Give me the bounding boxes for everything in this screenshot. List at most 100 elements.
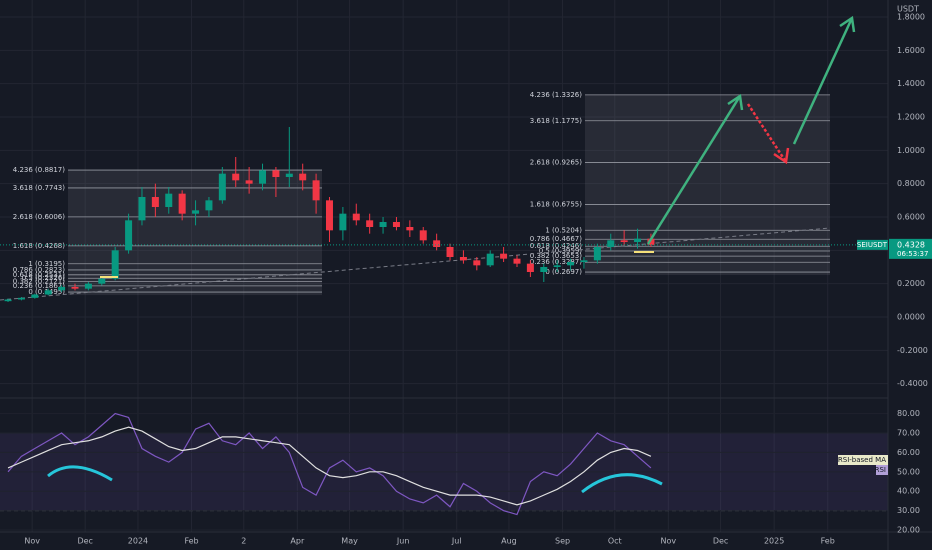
candle-body [259, 170, 267, 184]
fib-label: 0.786 (0.2823) [13, 266, 65, 274]
trend-line [0, 227, 831, 301]
candle-body [459, 257, 467, 261]
rsi-line [7, 412, 652, 516]
currency-label: USDT [897, 5, 919, 14]
y-tick-label: 0.2000 [897, 279, 925, 288]
candle-body [419, 230, 427, 241]
y-tick-label: -0.4000 [897, 379, 928, 388]
fib-tools: 4.236 (0.8817) 3.618 (0.7743) 2.618 (0.600… [13, 91, 830, 296]
fib-label: 0 (0.2697) [545, 268, 582, 276]
x-tick-label: May [341, 537, 358, 546]
fib-label: 2.618 (0.6006) [13, 213, 65, 221]
candle-body [325, 200, 333, 231]
x-tick-label: 2025 [764, 537, 784, 546]
x-tick-label: Jun [396, 537, 410, 546]
legend-tag [838, 455, 888, 465]
candle-body [392, 222, 400, 227]
candle-body [272, 170, 280, 177]
fib-box [585, 94, 830, 276]
candle-body [553, 265, 561, 267]
candles [4, 127, 655, 302]
legend-label: RSI-based MA [838, 456, 886, 464]
y-tick-label: 1.6000 [897, 46, 925, 55]
fib-label: 4.236 (0.8817) [13, 166, 65, 174]
candle-body [620, 240, 628, 242]
x-tick-label: Sep [555, 537, 570, 546]
candle-body [513, 258, 521, 264]
legend-tag [876, 465, 888, 475]
candle-body [433, 240, 441, 247]
candle-body [165, 193, 173, 207]
symbol-tag [857, 239, 888, 250]
candle-body [31, 294, 39, 298]
rsi-pane [0, 412, 888, 531]
candle-body [299, 173, 307, 181]
fib-label: 0.786 (0.4667) [530, 235, 582, 243]
candle-body [379, 222, 387, 227]
candle-body [607, 240, 615, 247]
x-tick-label: Feb [184, 537, 198, 546]
candle-body [285, 173, 293, 177]
candle-body [473, 260, 481, 266]
fib-label: 0.618 (0.2531) [13, 271, 65, 279]
x-tick-label: Dec [77, 537, 92, 546]
fib-label: 0.382 (0.3653) [530, 252, 582, 260]
candle-body [151, 197, 159, 207]
highlight-curve [47, 465, 113, 482]
x-tick-label: Nov [661, 537, 677, 546]
candle-body [178, 193, 186, 214]
candle-body [111, 250, 119, 279]
candle-body [352, 213, 360, 221]
fib-label: 1 (0.3195) [28, 260, 65, 268]
projection-arrow [792, 17, 854, 145]
fib-label: 2.618 (0.9265) [530, 159, 582, 167]
y-tick-label: 1.4000 [897, 79, 925, 88]
price-label: 0.4328 [897, 240, 925, 249]
arrow-head [839, 15, 856, 33]
y-tick-label: 0.8000 [897, 179, 925, 188]
rsi-tick-label: 70.00 [897, 429, 920, 438]
candle-body [366, 220, 374, 227]
x-tick-label: Jul [451, 537, 462, 546]
candle-body [446, 247, 454, 257]
rsi-tick-label: 80.00 [897, 409, 920, 418]
x-tick-label: 2024 [128, 537, 148, 546]
candle-body [339, 213, 347, 231]
fib-label: 1.618 (0.4268) [13, 242, 65, 250]
y-tick-label: 1.0000 [897, 146, 925, 155]
rsi-tick-label: 40.00 [897, 487, 920, 496]
countdown-label: 06:53:37 [897, 250, 928, 258]
candle-body [540, 267, 548, 272]
y-tick-label: 1.2000 [897, 113, 925, 122]
x-tick-label: Oct [608, 537, 622, 546]
x-tick-label: Feb [821, 537, 835, 546]
candle-body [567, 262, 575, 266]
rsi-tick-label: 20.00 [897, 526, 920, 535]
candle-body [486, 253, 494, 266]
axes: 1.8000 1.6000 1.4000 1.2000 1.0000 0.8000 0.60… [0, 13, 932, 546]
arrow-head [727, 93, 744, 111]
candle-body [526, 263, 534, 272]
x-tick-label: Nov [24, 537, 40, 546]
y-tick-label: 0.6000 [897, 213, 925, 222]
x-tick-label: Dec [713, 537, 728, 546]
candle-body [58, 287, 66, 291]
x-tick-label: Aug [501, 537, 517, 546]
fib-label: 4.236 (1.3326) [530, 91, 582, 99]
candle-body [71, 287, 79, 289]
candle-body [245, 180, 253, 184]
rsi-tick-label: 50.00 [897, 467, 920, 476]
rsi-line [7, 426, 652, 506]
candle-body [647, 238, 655, 245]
rsi-tick-label: 60.00 [897, 448, 920, 457]
fib-label: 0.236 (0.1867) [13, 282, 65, 290]
candle-body [580, 260, 588, 262]
legend-label: RSI [875, 466, 886, 474]
rsi-tick-label: 30.00 [897, 506, 920, 515]
candle-body [634, 238, 642, 242]
fib-label: 0.236 (0.3287) [530, 258, 582, 266]
fib-box [68, 170, 322, 296]
fib-label: 1.618 (0.6755) [530, 200, 582, 208]
x-tick-label: Apr [290, 537, 305, 546]
y-tick-label: 0.0000 [897, 313, 925, 322]
